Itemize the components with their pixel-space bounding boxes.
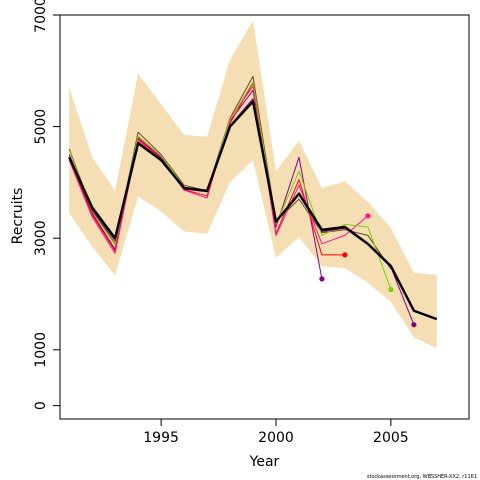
credit-text: stockassessment.org, WBSSHER-XX2, r1161 [367, 474, 477, 480]
confidence-band [69, 20, 437, 349]
y-tick-label-1: 1000 [33, 332, 49, 368]
series-endpoint-3 [342, 252, 348, 258]
x-tick-label-0: 1995 [143, 430, 179, 446]
plot-frame [59, 14, 470, 420]
series-endpoint-4 [365, 213, 371, 219]
series-endpoint-2 [319, 276, 325, 282]
series-line-0 [68, 100, 438, 321]
x-axis: 1995 2000 2005 [143, 419, 409, 446]
x-axis-title: Year [249, 454, 280, 470]
confidence-band-layer [69, 20, 437, 349]
y-axis: 0 1000 3000 5000 7000 [33, 0, 60, 410]
y-tick-label-3: 5000 [33, 109, 49, 145]
y-tick-label-2: 3000 [33, 220, 49, 256]
y-axis-title: Recruits [10, 188, 26, 245]
series-layer [68, 75, 438, 328]
y-tick-label-0: 0 [33, 401, 49, 410]
x-tick-label-2: 2005 [373, 430, 409, 446]
y-tick-label-4: 7000 [33, 0, 49, 33]
series-endpoint-5 [388, 286, 394, 293]
series-endpoint-6 [411, 322, 417, 328]
x-tick-label-1: 2000 [258, 430, 294, 446]
